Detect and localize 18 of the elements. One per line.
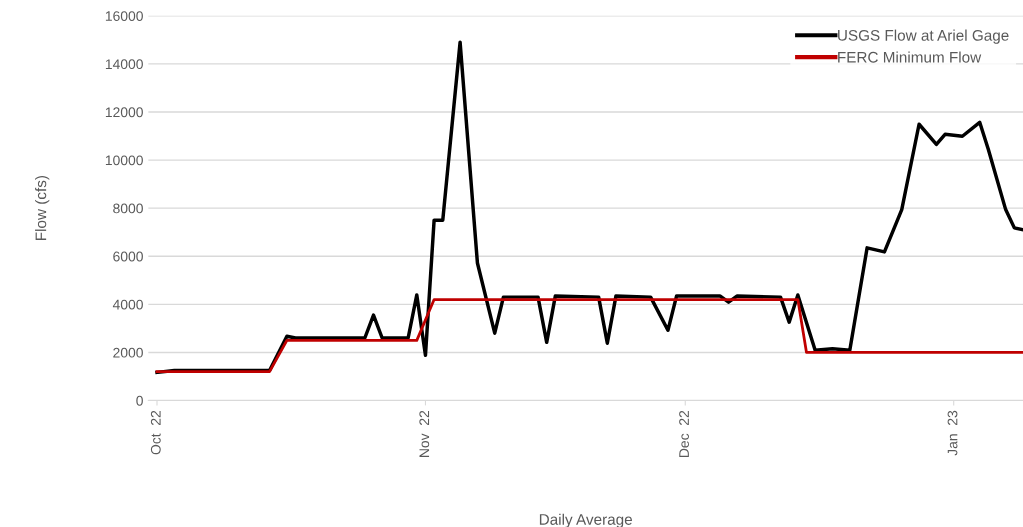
y-axis-title: Flow (cfs) xyxy=(35,176,50,241)
y-tick-label: 0 xyxy=(136,395,143,406)
y-tick-label: 4000 xyxy=(112,299,143,310)
x-tick-label: Oct 22 xyxy=(150,410,161,455)
y-tick-label: 12000 xyxy=(105,107,143,118)
line-series xyxy=(155,298,1023,374)
x-tick-label: Jan 23 xyxy=(947,410,958,456)
x-tick-label: Dec 22 xyxy=(679,410,689,457)
y-tick-label: 8000 xyxy=(113,203,143,214)
y-tick-label: 6000 xyxy=(113,251,143,262)
x-axis-title: Daily Average xyxy=(539,513,632,527)
x-tick-label: Nov 22 xyxy=(419,410,430,457)
legend-label: FERC Minimum Flow xyxy=(838,51,982,63)
y-tick-label: 14000 xyxy=(105,59,143,70)
y-tick-label: 2000 xyxy=(113,347,143,358)
y-tick-label: 10000 xyxy=(105,155,143,166)
legend-label: USGS Flow at Ariel Gage xyxy=(838,29,1009,44)
y-tick-label: 16000 xyxy=(105,11,143,21)
